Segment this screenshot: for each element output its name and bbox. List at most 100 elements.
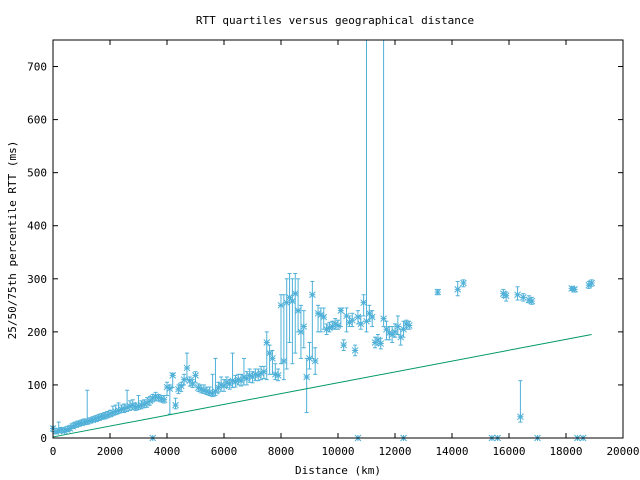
y-tick-label: 100 [27,379,47,392]
data-point [354,310,362,325]
median-marker [525,296,533,304]
median-marker [58,426,65,434]
median-marker [166,385,174,393]
median-marker [220,382,228,390]
x-tick-label: 6000 [211,445,238,458]
median-marker [385,329,393,337]
median-marker [306,355,313,362]
data-point [132,402,140,411]
median-marker [377,340,385,347]
data-point [434,288,442,296]
median-marker [212,387,219,395]
data-point [334,319,342,330]
median-marker [394,323,402,330]
median-marker [152,393,159,400]
data-point [226,379,234,390]
median-marker [283,299,291,307]
reference-line [52,334,592,438]
median-marker [160,396,168,404]
data-point [286,272,293,343]
median-marker [140,400,148,408]
median-marker [254,372,262,379]
median-marker [186,377,194,385]
data-point [212,357,219,397]
median-marker [365,309,373,317]
data-point [300,310,308,349]
median-marker [434,288,442,296]
median-marker [123,403,131,411]
median-marker [223,378,231,386]
data-point [517,380,524,423]
median-marker [92,415,100,423]
data-marks [49,40,596,442]
data-point [502,291,510,302]
data-point [83,389,91,425]
data-point [166,384,174,415]
median-marker [308,291,316,299]
median-marker [72,421,80,429]
median-marker [303,373,311,381]
data-point [351,344,359,357]
median-marker [269,355,276,362]
y-tick-label: 600 [27,114,47,127]
data-point [180,373,188,386]
axes: 0 2000 4000 6000 8000 10000 12000 14000 16000 180… [27,40,640,458]
median-marker [118,405,125,413]
data-point [223,376,231,389]
data-point [189,379,197,389]
data-point [340,339,348,351]
median-marker [397,333,405,341]
y-tick-label: 500 [27,167,47,180]
median-marker [232,378,239,386]
median-marker [189,380,197,388]
median-marker [263,339,271,346]
data-point [283,278,291,370]
median-marker [571,286,578,293]
median-marker [405,322,413,329]
median-marker [86,417,94,424]
median-marker [266,349,273,357]
median-marker [200,386,208,394]
median-marker [528,297,536,305]
data-point [519,293,527,302]
median-marker [126,402,134,410]
data-point [360,294,368,317]
median-marker [98,413,105,421]
y-tick-label: 300 [27,273,47,286]
median-marker [363,317,370,325]
median-marker [95,414,102,422]
median-marker [246,372,254,379]
median-marker [183,364,191,372]
median-marker [172,401,179,409]
median-marker [291,290,299,298]
median-marker [326,324,333,331]
median-marker [320,313,328,321]
data-point [377,337,385,350]
median-marker [112,408,120,415]
data-point [297,304,305,359]
data-point [240,357,248,386]
data-point [274,368,282,382]
median-marker [286,294,293,301]
data-point [306,341,313,370]
data-point [266,344,273,375]
y-axis-label: 25/50/75th percentile RTT (ms) [6,141,19,340]
median-marker [280,357,288,365]
median-marker [271,370,279,378]
data-point [405,320,413,330]
y-tick-label: 700 [27,61,47,74]
median-marker [519,294,527,301]
data-point [243,371,251,386]
median-marker [237,377,245,385]
x-tick-label: 8000 [268,445,295,458]
median-marker [260,368,268,376]
median-marker [354,313,362,321]
x-tick-label: 4000 [154,445,181,458]
data-point [394,315,402,336]
median-marker [391,328,399,336]
median-marker [103,411,111,419]
data-point [289,278,296,365]
